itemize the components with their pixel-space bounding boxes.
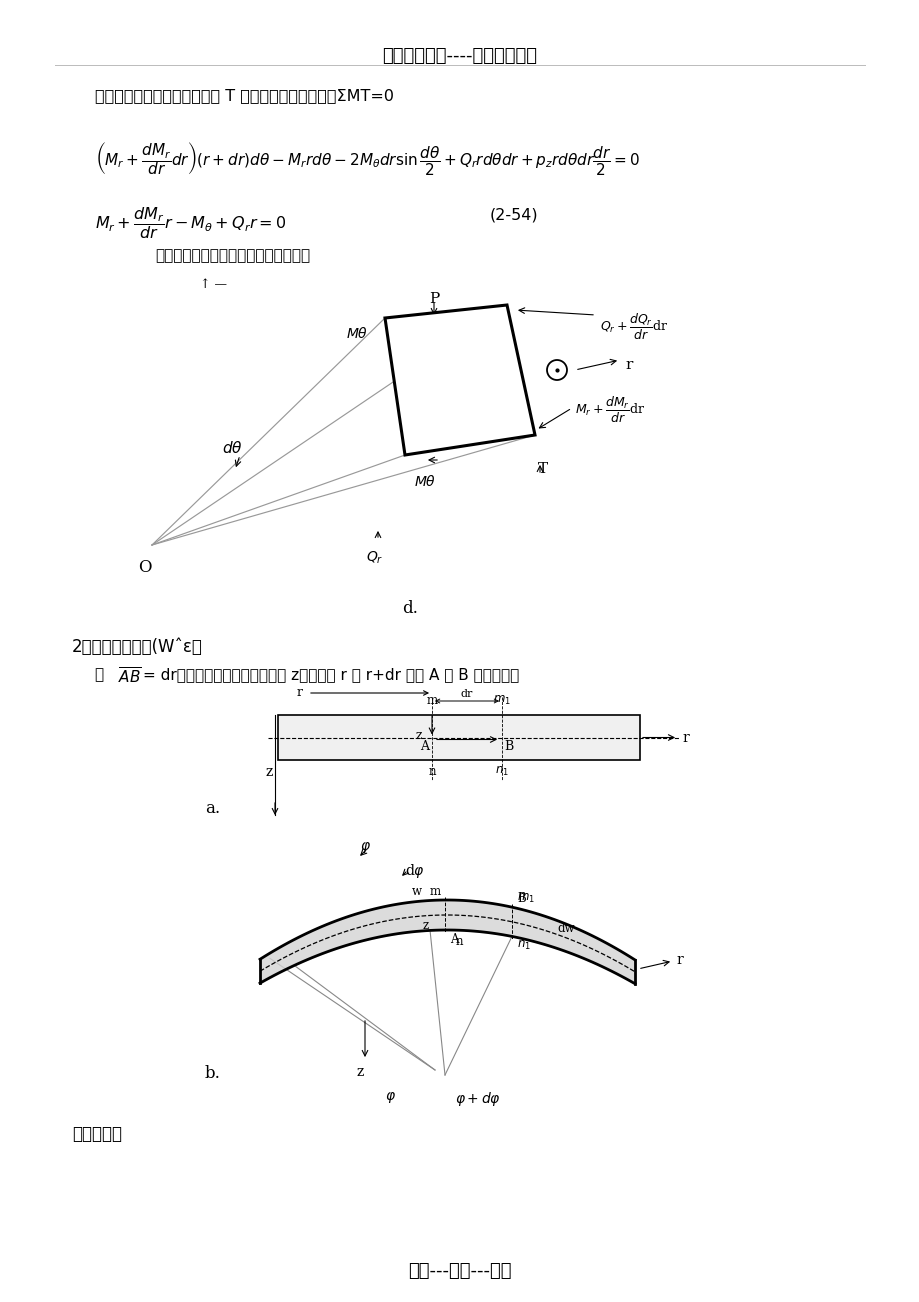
Text: n: n <box>455 935 462 948</box>
Text: z: z <box>423 918 428 931</box>
Text: (2-54): (2-54) <box>490 207 538 223</box>
Text: X: X <box>409 368 420 381</box>
Text: $M\theta$: $M\theta$ <box>346 326 368 341</box>
Text: B: B <box>516 892 525 905</box>
Text: z: z <box>356 1065 363 1079</box>
Text: $M_r+\dfrac{dM_r}{dr}r-M_\theta+Q_rr=0$: $M_r+\dfrac{dM_r}{dr}r-M_\theta+Q_rr=0$ <box>95 204 286 241</box>
Polygon shape <box>384 305 535 454</box>
Text: 2、几何协调方程(Wˆε）: 2、几何协调方程(Wˆε） <box>72 638 203 656</box>
Text: = dr，径向截面上与中面相距为 z，半径为 r 与 r+dr 两点 A 与 B 构成的微段: = dr，径向截面上与中面相距为 z，半径为 r 与 r+dr 两点 A 与 B… <box>142 667 518 682</box>
Text: $\varphi$: $\varphi$ <box>384 1090 395 1105</box>
Text: r: r <box>675 953 682 967</box>
Text: $Q_r+\dfrac{dQ_r}{dr}$dr: $Q_r+\dfrac{dQ_r}{dr}$dr <box>599 312 667 342</box>
Text: r: r <box>624 358 631 372</box>
Text: d$\varphi$: d$\varphi$ <box>404 862 425 880</box>
Text: T: T <box>538 462 548 477</box>
Text: $M\theta$: $M\theta$ <box>414 474 436 490</box>
Text: $Q_r$: $Q_r$ <box>366 549 383 566</box>
Text: z: z <box>266 766 273 779</box>
Text: r: r <box>681 730 688 745</box>
Text: A: A <box>420 741 428 754</box>
Text: d.: d. <box>402 600 417 617</box>
Text: （圆平板在轴对称载荷下的平衡方程）: （圆平板在轴对称载荷下的平衡方程） <box>154 247 310 263</box>
Text: B: B <box>504 741 513 754</box>
Text: r: r <box>297 685 302 698</box>
Text: n: n <box>427 766 436 779</box>
Text: m: m <box>426 694 437 707</box>
Text: $\varphi$: $\varphi$ <box>359 840 370 855</box>
Text: $M_r$: $M_r$ <box>400 391 418 406</box>
Text: $\overline{AB}$: $\overline{AB}$ <box>118 667 142 687</box>
Text: O: O <box>138 559 152 575</box>
Circle shape <box>547 359 566 380</box>
Text: dw: dw <box>556 922 573 935</box>
Text: dr: dr <box>460 689 472 699</box>
Text: $m_1$: $m_1$ <box>516 892 534 905</box>
Text: ↑ —: ↑ — <box>199 279 227 292</box>
Text: 板变形后：: 板变形后： <box>72 1125 122 1143</box>
Text: z: z <box>415 729 422 742</box>
Text: b.: b. <box>205 1065 221 1082</box>
Text: $\left(M_r+\dfrac{dM_r}{dr}dr\right)(r+dr)d\theta-M_rrd\theta-2M_\theta dr\sin\d: $\left(M_r+\dfrac{dM_r}{dr}dr\right)(r+d… <box>95 141 640 177</box>
Text: $d\theta$: $d\theta$ <box>221 440 243 456</box>
FancyBboxPatch shape <box>278 715 640 760</box>
Text: $n_1$: $n_1$ <box>494 766 508 779</box>
Text: 取: 取 <box>95 667 108 682</box>
Text: 微体内力与外力对圆柱面切线 T 的力矩代数和为零，即ΣMT=0: 微体内力与外力对圆柱面切线 T 的力矩代数和为零，即ΣMT=0 <box>95 89 393 103</box>
Text: A: A <box>449 934 458 947</box>
Text: $M_r+\dfrac{dM_r}{dr}$dr: $M_r+\dfrac{dM_r}{dr}$dr <box>574 395 644 424</box>
Text: $m_1$: $m_1$ <box>493 694 510 707</box>
Text: P: P <box>428 292 438 306</box>
Text: a.: a. <box>205 799 220 816</box>
Text: 精选优质文档----倾情为你奉上: 精选优质文档----倾情为你奉上 <box>382 47 537 65</box>
Text: X: X <box>444 393 455 408</box>
Text: $n_1$: $n_1$ <box>516 939 530 953</box>
Text: $\varphi+d\varphi$: $\varphi+d\varphi$ <box>455 1090 501 1108</box>
Text: 专心---专注---专业: 专心---专注---专业 <box>408 1262 511 1280</box>
Text: m: m <box>429 885 440 898</box>
Text: w: w <box>412 885 422 898</box>
